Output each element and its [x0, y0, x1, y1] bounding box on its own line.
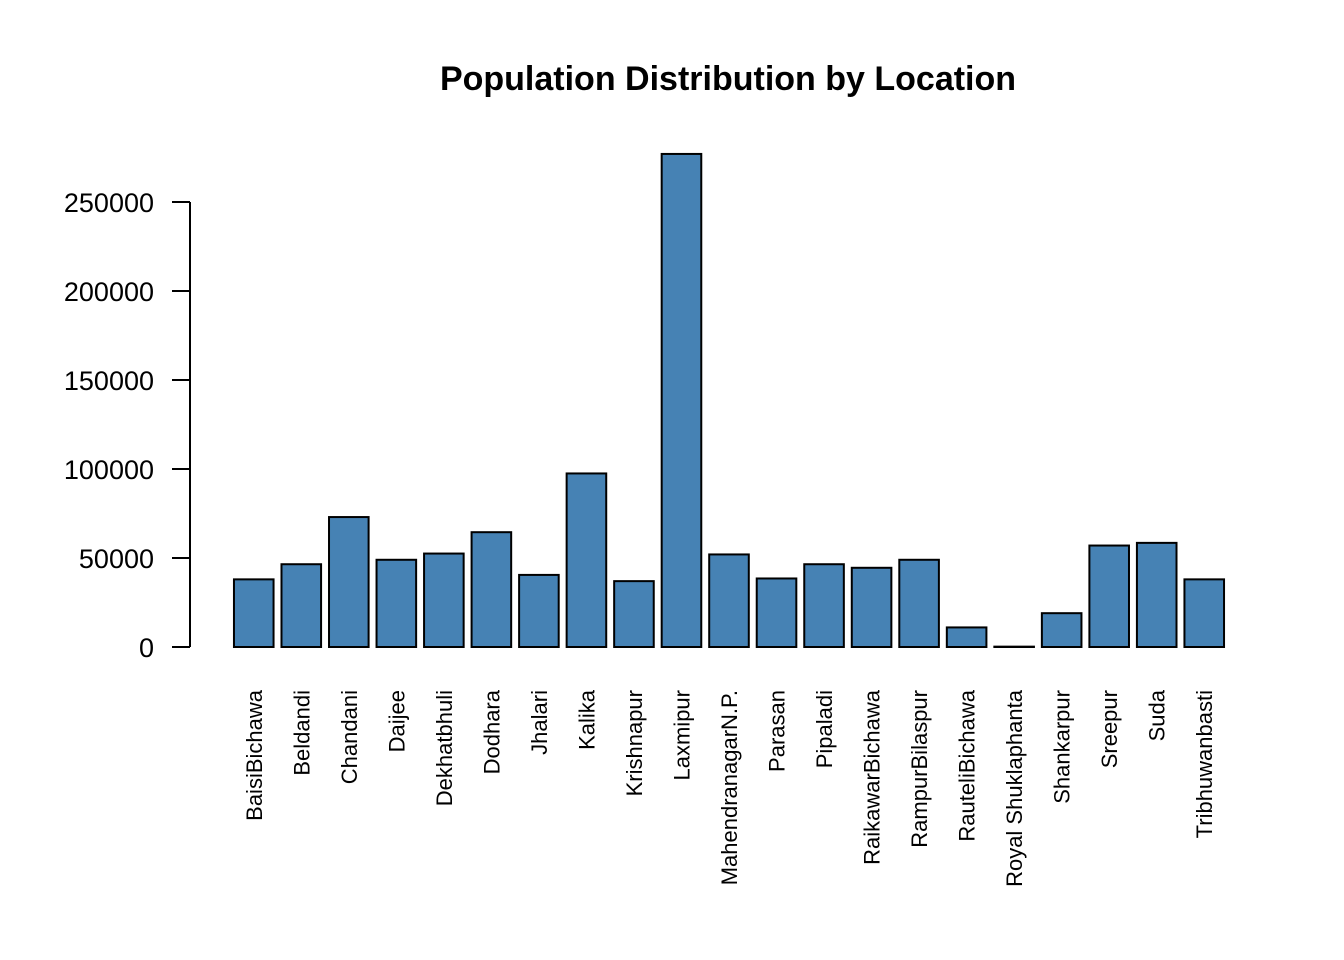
bar — [280, 563, 323, 648]
x-tick-label: Kalika — [574, 689, 599, 750]
bar — [375, 558, 418, 649]
x-tick-label: Dekhatbhuli — [432, 690, 457, 806]
bar — [850, 566, 893, 648]
y-tick-label: 200000 — [64, 277, 154, 307]
x-tick-label: Pipaladi — [812, 690, 837, 768]
y-tick-label: 250000 — [64, 188, 154, 218]
bar — [1135, 541, 1178, 648]
x-tick-label: Parasan — [765, 690, 790, 772]
y-tick-label: 0 — [139, 633, 154, 663]
x-tick-label: RauteliBichawa — [955, 689, 980, 841]
chart-title: Population Distribution by Location — [440, 60, 1016, 98]
bar — [660, 152, 703, 648]
bar — [470, 531, 513, 648]
bar — [1183, 578, 1226, 648]
x-tick-label: Sreepur — [1097, 690, 1122, 768]
x-tick-label: BaisiBichawa — [242, 689, 267, 821]
x-tick-label: Dodhara — [479, 689, 504, 774]
bar — [1040, 612, 1083, 648]
x-tick-label: Krishnapur — [622, 690, 647, 796]
bar — [328, 516, 370, 648]
bar — [232, 578, 275, 648]
bar — [803, 563, 845, 648]
x-tick-label: Jhalari — [527, 690, 552, 755]
x-axis-labels: BaisiBichawa Beldandi Chandani Daijee Dekhat… — [242, 689, 1217, 887]
bar — [518, 573, 560, 648]
bars-group — [232, 152, 1226, 649]
x-tick-label: MahendranagarN.P. — [717, 690, 742, 885]
bar — [423, 552, 465, 648]
x-tick-label: Laxmipur — [669, 690, 694, 780]
bar — [565, 472, 608, 649]
x-tick-label: Daijee — [384, 690, 409, 752]
x-tick-label: RaikawarBichawa — [860, 689, 885, 865]
x-tick-label: Tribhuwanbasti — [1192, 690, 1217, 838]
x-tick-label: Shankarpur — [1050, 690, 1075, 804]
x-tick-label: Royal Shuklaphanta — [1002, 689, 1027, 887]
x-tick-label: Beldandi — [289, 690, 314, 776]
y-axis: 0 50000 100000 150000 200000 250000 — [64, 188, 191, 663]
y-tick-label: 100000 — [64, 455, 154, 485]
y-tick-label: 150000 — [64, 366, 154, 396]
x-tick-label: RampurBilaspur — [907, 690, 932, 848]
bar — [755, 577, 798, 648]
x-tick-label: Chandani — [337, 690, 362, 784]
x-tick-label: Suda — [1145, 689, 1170, 741]
y-tick-label: 50000 — [79, 544, 154, 574]
bar — [708, 553, 750, 648]
bar — [945, 626, 988, 648]
bar — [1088, 544, 1130, 648]
bar — [898, 558, 940, 649]
bar — [613, 580, 655, 649]
